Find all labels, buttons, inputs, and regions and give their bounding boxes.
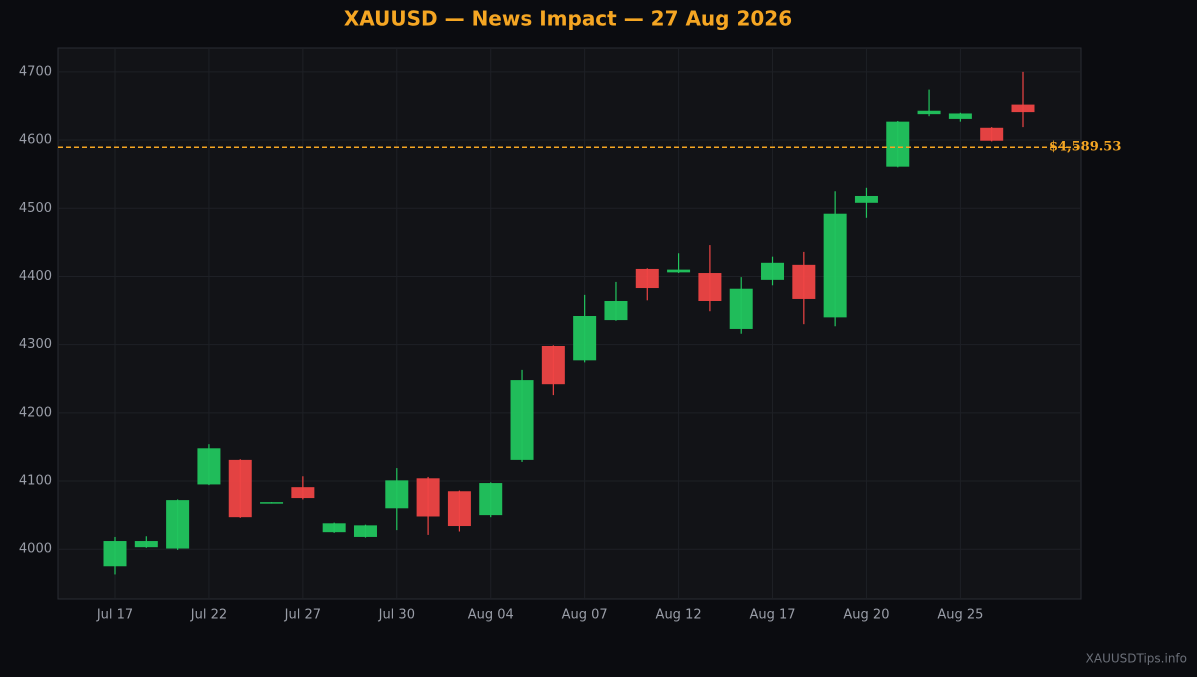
- x-tick-label: Aug 12: [656, 608, 702, 623]
- y-tick-label: 4200: [19, 405, 52, 420]
- candle-body: [291, 487, 315, 499]
- candle-body: [353, 525, 377, 537]
- candle-body: [416, 478, 440, 517]
- candle-body: [761, 262, 785, 280]
- candle-body: [197, 448, 221, 485]
- candle-body: [479, 483, 503, 516]
- candle-body: [510, 380, 534, 460]
- y-tick-label: 4000: [19, 542, 52, 557]
- candle-body: [886, 121, 910, 167]
- candle-body: [103, 541, 127, 567]
- candle-body: [792, 264, 816, 299]
- candle-body: [854, 195, 878, 203]
- x-tick-label: Aug 04: [468, 608, 514, 623]
- candle-body: [917, 110, 941, 115]
- x-tick-label: Jul 22: [190, 608, 227, 623]
- y-tick-label: 4100: [19, 474, 52, 489]
- x-tick-label: Jul 30: [378, 608, 415, 623]
- candle-body: [823, 213, 847, 318]
- y-tick-label: 4300: [19, 337, 52, 352]
- x-tick-label: Aug 25: [937, 608, 983, 623]
- candle-body: [228, 459, 252, 518]
- candle-body: [635, 268, 659, 289]
- candle-body: [948, 113, 972, 119]
- chart-title: XAUUSD — News Impact — 27 Aug 2026: [344, 7, 792, 31]
- candle-body: [980, 127, 1004, 141]
- candle-body: [134, 541, 158, 548]
- x-tick-label: Aug 07: [562, 608, 608, 623]
- y-tick-label: 4600: [19, 133, 52, 148]
- x-tick-label: Jul 27: [284, 608, 321, 623]
- candle-body: [447, 491, 471, 527]
- y-tick-label: 4500: [19, 201, 52, 216]
- candle-body: [729, 288, 753, 329]
- y-tick-label: 4700: [19, 64, 52, 79]
- candle-body: [667, 269, 691, 273]
- candle-body: [385, 480, 409, 509]
- candle-body: [541, 346, 565, 385]
- plot-area: [57, 47, 1082, 600]
- candle-body: [1011, 104, 1035, 113]
- candle-body: [698, 273, 722, 301]
- candle-body: [573, 315, 597, 361]
- y-tick-label: 4400: [19, 269, 52, 284]
- watermark: XAUUSDTips.info: [1086, 652, 1187, 666]
- x-tick-label: Jul 17: [96, 608, 133, 623]
- candle-body: [166, 500, 190, 549]
- price-label: $4,589.53: [1049, 140, 1121, 155]
- x-tick-label: Aug 20: [843, 608, 889, 623]
- candle-body: [322, 523, 346, 533]
- candle-body: [604, 300, 628, 321]
- x-tick-label: Aug 17: [749, 608, 795, 623]
- candle-body: [260, 502, 284, 504]
